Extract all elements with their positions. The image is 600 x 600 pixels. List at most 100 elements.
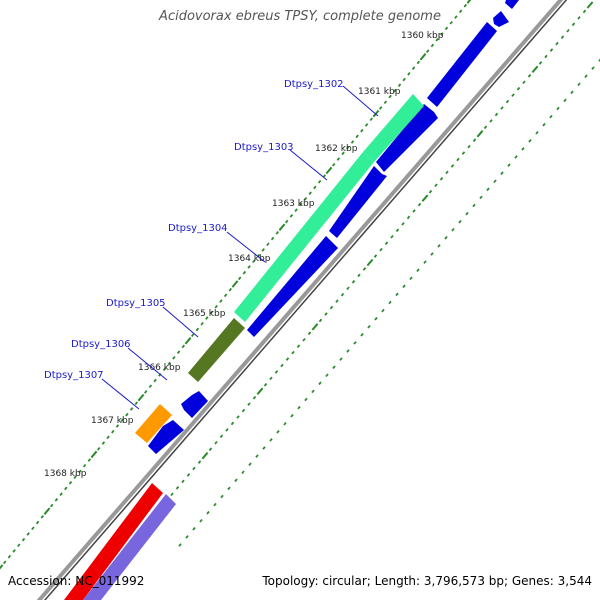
gene-dtpsy-1305[interactable]	[188, 318, 245, 382]
tick-mark	[230, 421, 235, 426]
tick-mark	[206, 510, 210, 515]
gene-label-dtpsy-1307[interactable]: Dtpsy_1307	[44, 370, 104, 381]
cds-arrow[interactable]	[505, 0, 519, 9]
cds-arrow[interactable]	[329, 166, 387, 238]
tick-mark	[369, 117, 374, 122]
tick-mark	[317, 179, 322, 184]
gene-dtpsy-1302[interactable]	[363, 94, 424, 162]
tick-mark	[214, 440, 218, 445]
tick-mark	[236, 415, 240, 419]
tick-mark	[479, 195, 483, 200]
gene-label-dtpsy-1304[interactable]: Dtpsy_1304	[168, 223, 228, 234]
tick-mark	[59, 492, 63, 496]
tick-mark	[465, 211, 469, 216]
tick-mark	[311, 323, 319, 331]
tick-mark	[381, 308, 385, 313]
tick-mark	[360, 333, 364, 337]
genome-backbone	[36, 0, 564, 600]
tick-mark	[374, 316, 378, 321]
tick-mark	[388, 94, 392, 99]
tick-mark	[120, 418, 124, 423]
tick-mark	[577, 82, 581, 87]
tick-mark	[12, 549, 16, 553]
tick-mark	[476, 130, 484, 138]
tick-mark	[372, 109, 380, 118]
tick-mark	[505, 99, 510, 104]
tick-mark	[209, 310, 214, 315]
tick-mark	[538, 61, 543, 65]
tick-mark	[283, 421, 287, 426]
tick-mark	[290, 413, 294, 418]
tick-mark	[531, 65, 539, 74]
tick-mark	[162, 367, 167, 371]
tick-mark	[228, 287, 233, 292]
tick-mark	[172, 356, 176, 360]
tick-mark	[449, 20, 453, 25]
label-leader	[342, 85, 379, 117]
genome-summary-text: Topology: circular; Length: 3,796,573 bp…	[262, 574, 592, 588]
tick-mark	[373, 254, 378, 258]
gene-label-dtpsy-1302[interactable]: Dtpsy_1302	[284, 79, 344, 90]
tick-mark	[313, 185, 317, 190]
tick-mark	[266, 242, 270, 247]
tick-mark	[456, 157, 460, 162]
tick-mark	[360, 128, 364, 133]
tick-mark	[263, 383, 268, 387]
tick-mark	[366, 258, 374, 267]
cds-arrow[interactable]	[427, 22, 497, 107]
tick-mark	[276, 430, 280, 434]
tick-mark	[430, 43, 435, 48]
gene-dtpsy-1303[interactable]	[234, 152, 374, 322]
tick-mark	[402, 284, 406, 289]
tick-mark	[411, 66, 416, 70]
cds-arrow[interactable]	[493, 11, 509, 27]
tick-mark	[444, 236, 448, 240]
tick-mark	[129, 407, 134, 411]
label-leader	[162, 306, 199, 338]
tick-mark	[199, 518, 203, 523]
gene-label-dtpsy-1306[interactable]: Dtpsy_1306	[71, 339, 131, 350]
tick-mark	[213, 502, 217, 507]
tick-mark	[200, 321, 204, 326]
kbp-label: 1363 kbp	[272, 199, 315, 209]
tick-mark	[269, 376, 273, 381]
tick-mark	[255, 454, 259, 458]
tick-mark	[425, 49, 430, 53]
gene-dtpsy-1307[interactable]	[135, 404, 172, 443]
tick-mark	[231, 280, 239, 288]
tick-mark	[307, 331, 312, 336]
tick-mark	[364, 123, 369, 127]
tick-mark	[280, 363, 284, 368]
tick-mark	[577, 16, 581, 20]
tick-mark	[570, 90, 574, 95]
tick-mark	[437, 244, 441, 248]
tick-mark	[303, 197, 308, 201]
tick-mark	[275, 231, 280, 235]
tick-mark	[507, 163, 511, 167]
tick-mark	[186, 473, 191, 477]
tick-mark	[357, 273, 361, 278]
cds-arrow[interactable]	[181, 391, 208, 418]
gene-violet[interactable]	[83, 494, 176, 600]
tick-mark	[527, 74, 532, 78]
gene-label-dtpsy-1303[interactable]: Dtpsy_1303	[234, 142, 294, 153]
kbp-label: 1366 kbp	[138, 363, 181, 373]
gene-labels: Dtpsy_1302 Dtpsy_1303 Dtpsy_1304 Dtpsy_1…	[44, 79, 379, 410]
tick-mark	[571, 22, 576, 27]
tick-mark	[500, 106, 504, 110]
tick-mark	[463, 3, 468, 8]
tick-mark	[378, 106, 383, 110]
tick-mark	[430, 252, 434, 256]
cds-arrow[interactable]	[247, 236, 338, 337]
tick-mark	[278, 223, 286, 231]
tick-mark	[247, 265, 251, 269]
cds-arrow[interactable]	[376, 104, 438, 172]
tick-mark	[274, 370, 279, 374]
gene-red[interactable]	[64, 483, 163, 600]
tick-mark	[419, 53, 427, 61]
tick-mark	[584, 74, 588, 78]
gene-label-dtpsy-1305[interactable]: Dtpsy_1305	[106, 298, 166, 309]
cds-arrow[interactable]	[148, 420, 184, 454]
tick-mark	[325, 373, 329, 378]
